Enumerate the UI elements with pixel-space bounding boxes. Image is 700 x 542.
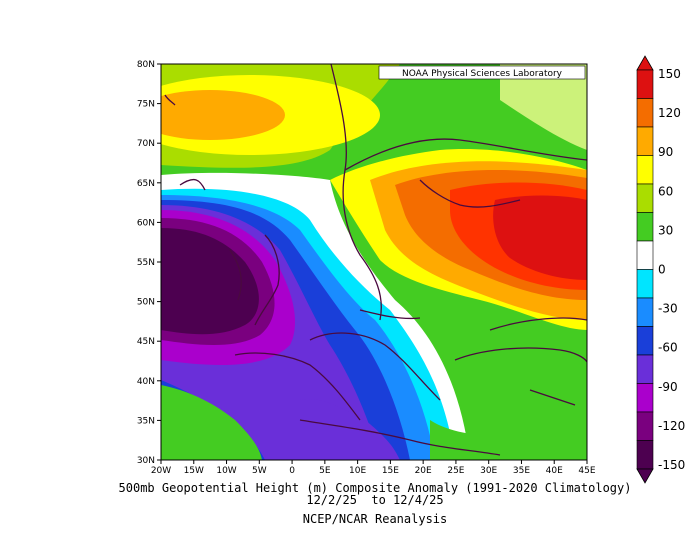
colorbar-label: 90 (658, 145, 673, 159)
colorbar-label: -30 (658, 302, 678, 316)
colorbar-bottom-arrow (636, 468, 654, 484)
lat-tick-label: 80N (137, 60, 155, 70)
colorbar-segment (636, 354, 654, 384)
lon-tick-label: 0 (289, 466, 295, 476)
lon-tick-label: 15W (184, 466, 204, 476)
colorbar-segment (636, 98, 654, 128)
caption-title: 500mb Geopotential Height (m) Composite … (118, 481, 632, 495)
colorbar-segment (636, 326, 654, 356)
caption-dates: 12/2/25 to 12/4/25 (306, 493, 444, 507)
lon-tick-label: 10W (216, 466, 236, 476)
lon-tick-label: 35E (513, 466, 530, 476)
lon-tick-label: 45E (578, 466, 595, 476)
colorbar-segment (636, 69, 654, 99)
lon-tick-label: 20W (151, 466, 171, 476)
colorbar-label: 120 (658, 106, 681, 120)
anomaly-field (161, 64, 587, 460)
lon-tick-label: 5E (319, 466, 331, 476)
lon-tick-label: 25E (447, 466, 464, 476)
lon-tick-label: 20E (415, 466, 432, 476)
lon-tick-label: 40E (546, 466, 563, 476)
lon-tick-label: 15E (382, 466, 399, 476)
lon-tick-label: 5W (252, 466, 267, 476)
credit-box (378, 65, 586, 80)
colorbar-segment (636, 155, 654, 185)
colorbar-label: 0 (658, 263, 666, 277)
colorbar-label: -120 (658, 419, 685, 433)
colorbar-segment (636, 240, 654, 270)
colorbar-segment (636, 183, 654, 213)
caption-source: NCEP/NCAR Reanalysis (302, 512, 448, 526)
colorbar-label: -60 (658, 341, 678, 355)
latitude-axis: 80N 75N 70N 65N 60N 55N 50N 45N 40N 35N 30N (137, 60, 161, 466)
colorbar-segment (636, 440, 654, 470)
lat-tick-label: 75N (137, 100, 155, 110)
lat-tick-label: 70N (137, 139, 155, 149)
lat-tick-label: 50N (137, 298, 155, 308)
lat-tick-label: 40N (137, 377, 155, 387)
credit-text: NOAA Physical Sciences Laboratory (402, 69, 563, 79)
lat-tick-label: 60N (137, 218, 155, 228)
lat-tick-label: 45N (137, 337, 155, 347)
colorbar-label: 30 (658, 223, 673, 237)
longitude-axis: 20W 15W 10W 5W 0 5E 10E 15E 20E 25E 30E 35E 40E 45E (151, 460, 596, 476)
colorbar-label: 60 (658, 184, 673, 198)
colorbar: 150 120 90 60 30 0 -30 -60 -90 -120 -150 (636, 55, 685, 484)
colorbar-label: -90 (658, 380, 678, 394)
colorbar-label: -150 (658, 458, 685, 472)
lon-tick-label: 30E (480, 466, 497, 476)
colorbar-segment (636, 411, 654, 441)
lon-tick-label: 10E (349, 466, 366, 476)
lat-tick-label: 65N (137, 179, 155, 189)
colorbar-segment (636, 126, 654, 156)
colorbar-label: 150 (658, 67, 681, 81)
lat-tick-label: 55N (137, 258, 155, 268)
colorbar-segment (636, 212, 654, 242)
colorbar-segment (636, 269, 654, 299)
colorbar-segment (636, 297, 654, 327)
colorbar-segment (636, 383, 654, 413)
lat-tick-label: 30N (137, 456, 155, 466)
lat-tick-label: 35N (137, 416, 155, 426)
colorbar-top-arrow (636, 55, 654, 71)
